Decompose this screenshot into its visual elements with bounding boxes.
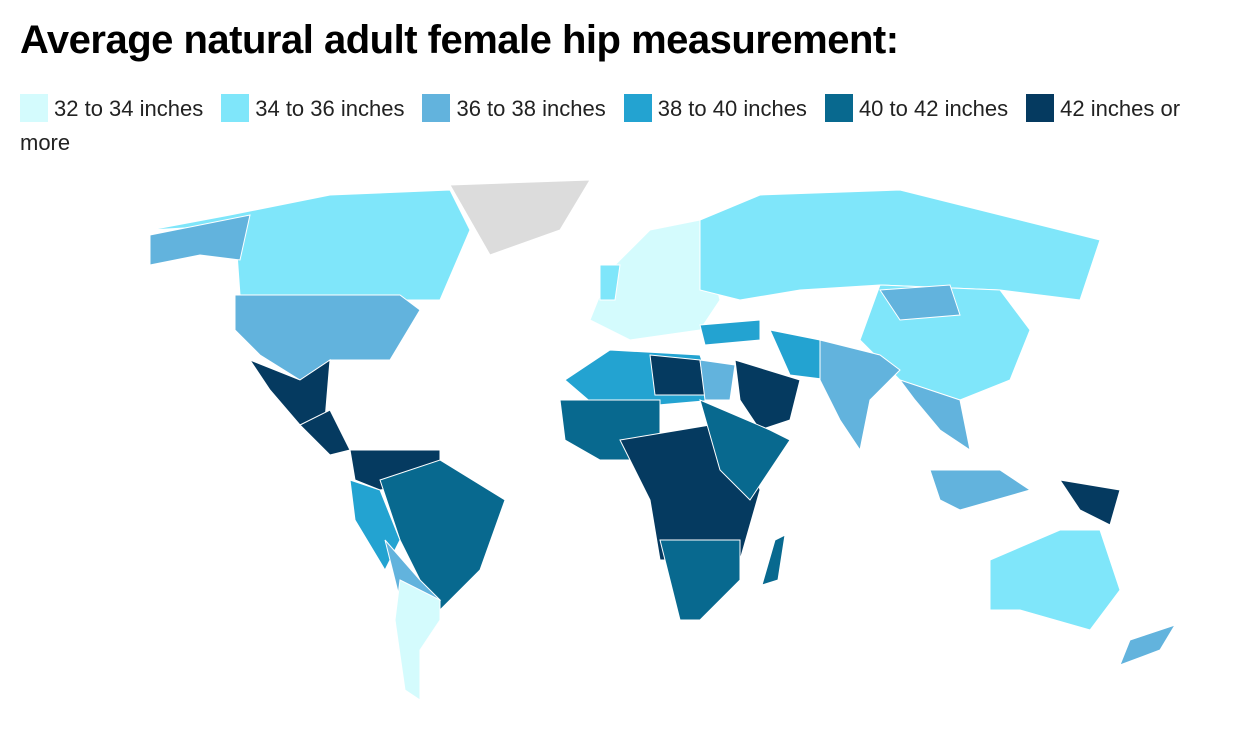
title: Average natural adult female hip measure…: [20, 18, 899, 62]
legend-item: 36 to 38 inches: [422, 94, 606, 122]
legend-item: 38 to 40 inches: [623, 94, 807, 122]
region: [149, 214, 251, 266]
region: [929, 469, 1032, 511]
legend-swatch: [20, 94, 48, 122]
legend: 32 to 34 inches 34 to 36 inches 36 to 38 i…: [20, 92, 1190, 160]
legend-item: 32 to 34 inches: [20, 94, 204, 122]
region: [659, 539, 741, 621]
legend-label: 40 to 42 inches: [858, 96, 1009, 121]
region: [734, 359, 801, 431]
region: [879, 284, 961, 321]
region: [989, 529, 1121, 631]
region: [649, 354, 706, 396]
legend-item: 40 to 42 inches: [824, 94, 1009, 122]
region: [761, 534, 786, 586]
region: [699, 399, 791, 501]
region: [1119, 624, 1177, 666]
legend-swatch: [623, 94, 652, 122]
region: [1058, 479, 1121, 526]
region: [379, 459, 506, 611]
region: [699, 359, 736, 401]
region: [699, 189, 1101, 301]
region: [599, 264, 621, 301]
legend-swatch: [422, 94, 451, 122]
greenland: [449, 179, 591, 256]
region: [699, 319, 761, 346]
legend-item: 42 inches or more: [20, 94, 1181, 155]
legend-item: 34 to 36 inches: [221, 94, 405, 122]
legend-label: 38 to 40 inches: [657, 96, 807, 121]
region: [819, 339, 901, 452]
legend-label: 34 to 36 inches: [255, 96, 405, 121]
legend-label: 42 inches or more: [20, 96, 1181, 155]
legend-label: 32 to 34 inches: [54, 96, 204, 121]
region: [898, 379, 971, 452]
legend-swatch: [824, 94, 853, 122]
legend-label: 36 to 38 inches: [456, 96, 606, 121]
legend-swatch: [1026, 94, 1055, 122]
legend-swatch: [221, 94, 250, 122]
region: [394, 579, 441, 701]
